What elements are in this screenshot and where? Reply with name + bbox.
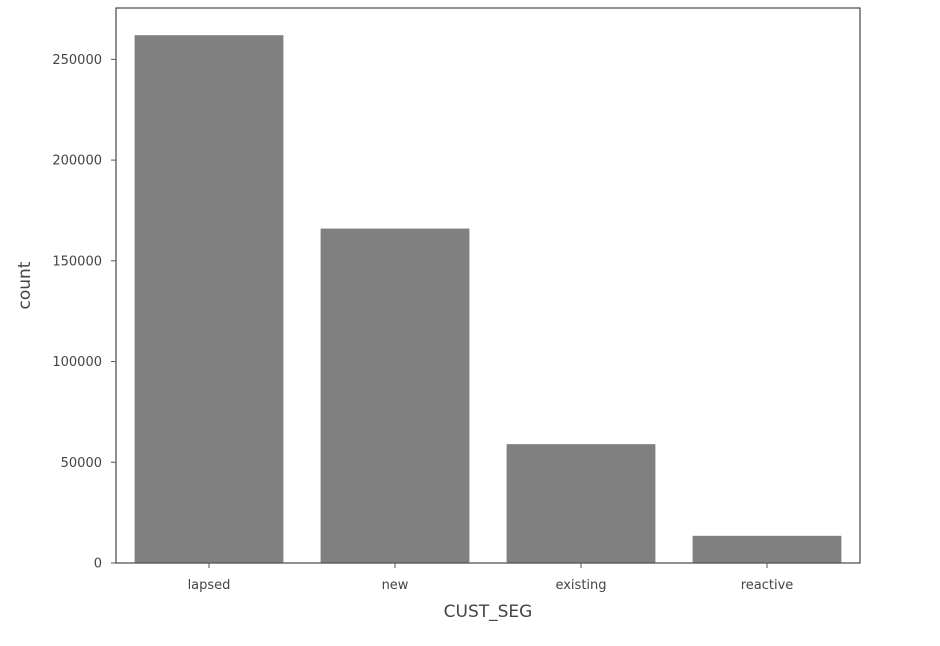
bars-group — [134, 35, 842, 564]
x-tick-label: new — [382, 578, 409, 593]
bar-lapsed — [134, 35, 284, 564]
x-axis-label: CUST_SEG — [444, 602, 533, 622]
y-tick-label: 0 — [94, 557, 102, 572]
x-tick-label: reactive — [741, 578, 794, 593]
y-tick-label: 200000 — [52, 154, 102, 169]
y-tick-label: 100000 — [52, 355, 102, 370]
plot-frame — [115, 7, 861, 564]
y-axis-label: count — [15, 261, 35, 309]
y-tick-label: 50000 — [61, 456, 102, 471]
x-axis-ticks: lapsed new existing reactive — [188, 563, 794, 593]
bar-reactive — [692, 535, 842, 563]
y-tick-label: 150000 — [52, 254, 102, 269]
bar-existing — [506, 444, 656, 563]
x-tick-label: existing — [555, 578, 606, 593]
bar-new — [320, 228, 470, 563]
y-tick-label: 250000 — [52, 53, 102, 68]
y-axis-ticks: 0 50000 100000 150000 200000 250000 — [52, 53, 116, 572]
x-tick-label: lapsed — [188, 578, 231, 593]
